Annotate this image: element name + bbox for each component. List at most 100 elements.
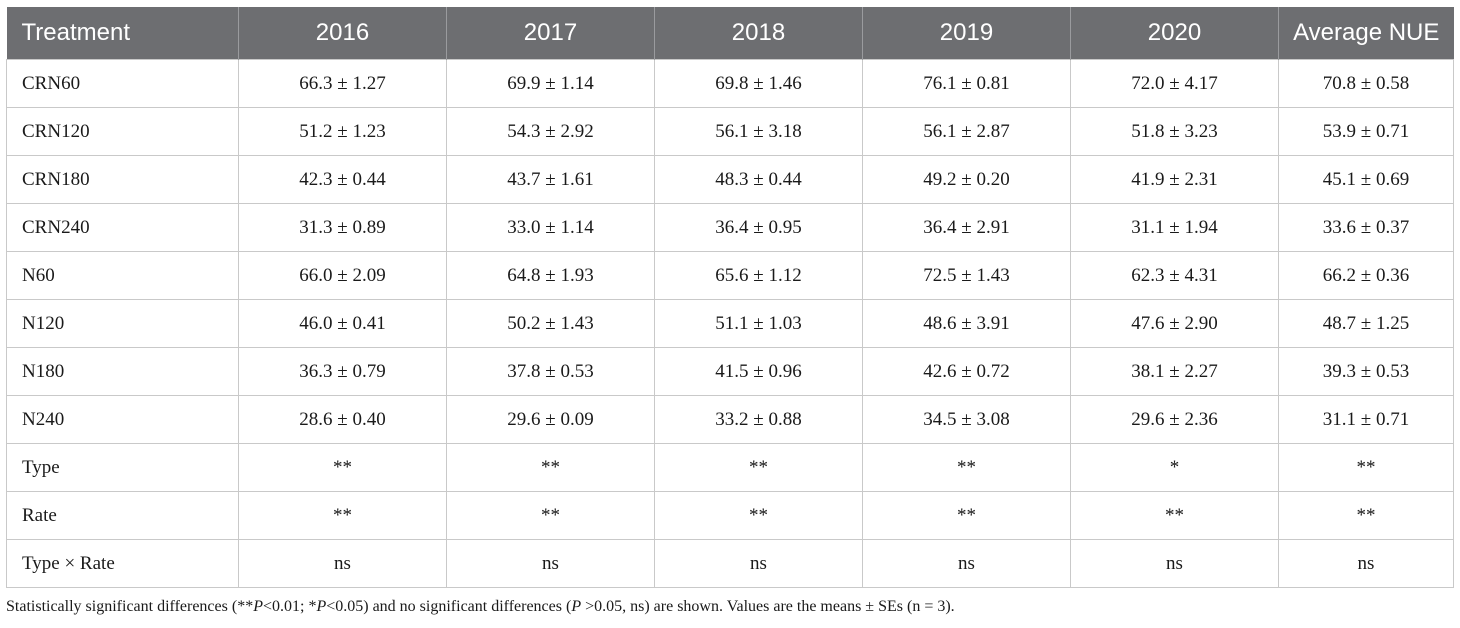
- header-2016: 2016: [238, 7, 447, 60]
- value-cell: **: [238, 443, 447, 492]
- value-cell: 43.7 ± 1.61: [446, 155, 655, 204]
- value-cell: 76.1 ± 0.81: [862, 59, 1071, 108]
- header-2019: 2019: [862, 7, 1071, 60]
- table-footnote: Statistically significant differences (*…: [6, 598, 955, 616]
- value-cell: 49.2 ± 0.20: [862, 155, 1071, 204]
- value-cell: ns: [238, 539, 447, 588]
- value-cell: 48.3 ± 0.44: [654, 155, 863, 204]
- value-cell: 53.9 ± 0.71: [1278, 107, 1454, 156]
- footnote-p-3: P: [571, 598, 582, 615]
- value-cell: 29.6 ± 2.36: [1070, 395, 1279, 444]
- value-cell: 42.6 ± 0.72: [862, 347, 1071, 396]
- value-cell: ns: [862, 539, 1071, 588]
- value-cell: 56.1 ± 2.87: [862, 107, 1071, 156]
- table-row: CRN60 66.3 ± 1.27 69.9 ± 1.14 69.8 ± 1.46 76…: [6, 59, 1454, 108]
- value-cell: **: [862, 491, 1071, 540]
- footnote-text-4: >0.05, ns) are shown. Values are the mea…: [581, 598, 955, 615]
- value-cell: ns: [1278, 539, 1454, 588]
- row-label-cell: CRN60: [6, 59, 239, 108]
- value-cell: 33.6 ± 0.37: [1278, 203, 1454, 252]
- value-cell: **: [446, 491, 655, 540]
- table-row: CRN180 42.3 ± 0.44 43.7 ± 1.61 48.3 ± 0.44 4…: [6, 155, 1454, 204]
- value-cell: 33.2 ± 0.88: [654, 395, 863, 444]
- header-average-nue: Average NUE: [1278, 7, 1454, 60]
- table-row: N120 46.0 ± 0.41 50.2 ± 1.43 51.1 ± 1.03 48.…: [6, 299, 1454, 348]
- footnote-text-2: <0.01; *: [262, 598, 317, 615]
- value-cell: 69.9 ± 1.14: [446, 59, 655, 108]
- row-label-cell: N240: [6, 395, 239, 444]
- table-row: N60 66.0 ± 2.09 64.8 ± 1.93 65.6 ± 1.12 72.5…: [6, 251, 1454, 300]
- table-header: Treatment 2016 2017 2018 2019 2020 Avera…: [6, 7, 1454, 60]
- value-cell: 28.6 ± 0.40: [238, 395, 447, 444]
- row-label-cell: Type: [6, 443, 239, 492]
- table-row: Rate ** ** ** ** ** **: [6, 491, 1454, 540]
- value-cell: 33.0 ± 1.14: [446, 203, 655, 252]
- value-cell: 42.3 ± 0.44: [238, 155, 447, 204]
- value-cell: 36.4 ± 2.91: [862, 203, 1071, 252]
- value-cell: 56.1 ± 3.18: [654, 107, 863, 156]
- header-2018: 2018: [654, 7, 863, 60]
- value-cell: 36.4 ± 0.95: [654, 203, 863, 252]
- value-cell: 47.6 ± 2.90: [1070, 299, 1279, 348]
- value-cell: 31.1 ± 0.71: [1278, 395, 1454, 444]
- value-cell: 41.9 ± 2.31: [1070, 155, 1279, 204]
- value-cell: 64.8 ± 1.93: [446, 251, 655, 300]
- row-label-cell: CRN180: [6, 155, 239, 204]
- row-label-cell: N120: [6, 299, 239, 348]
- value-cell: 31.1 ± 1.94: [1070, 203, 1279, 252]
- header-2017: 2017: [446, 7, 655, 60]
- footnote-text-1: Statistically significant differences (*…: [6, 598, 254, 615]
- value-cell: 48.6 ± 3.91: [862, 299, 1071, 348]
- footnote-text-3: <0.05) and no significant differences (: [326, 598, 572, 615]
- value-cell: **: [446, 443, 655, 492]
- value-cell: 51.8 ± 3.23: [1070, 107, 1279, 156]
- value-cell: **: [654, 443, 863, 492]
- value-cell: 54.3 ± 2.92: [446, 107, 655, 156]
- value-cell: ns: [654, 539, 863, 588]
- value-cell: ns: [446, 539, 655, 588]
- value-cell: **: [1278, 491, 1454, 540]
- row-label-cell: N180: [6, 347, 239, 396]
- header-2020: 2020: [1070, 7, 1279, 60]
- value-cell: 46.0 ± 0.41: [238, 299, 447, 348]
- table-row: CRN120 51.2 ± 1.23 54.3 ± 2.92 56.1 ± 3.18 5…: [6, 107, 1454, 156]
- value-cell: 62.3 ± 4.31: [1070, 251, 1279, 300]
- value-cell: 72.0 ± 4.17: [1070, 59, 1279, 108]
- value-cell: 45.1 ± 0.69: [1278, 155, 1454, 204]
- value-cell: **: [1278, 443, 1454, 492]
- value-cell: 66.0 ± 2.09: [238, 251, 447, 300]
- row-label-cell: Type × Rate: [6, 539, 239, 588]
- value-cell: 36.3 ± 0.79: [238, 347, 447, 396]
- row-label-cell: CRN240: [6, 203, 239, 252]
- value-cell: 51.2 ± 1.23: [238, 107, 447, 156]
- nue-table: Treatment 2016 2017 2018 2019 2020 Avera…: [6, 7, 1454, 588]
- value-cell: 69.8 ± 1.46: [654, 59, 863, 108]
- table-row: Type × Rate ns ns ns ns ns ns: [6, 539, 1454, 588]
- value-cell: 31.3 ± 0.89: [238, 203, 447, 252]
- footnote-p-1: P: [253, 598, 263, 615]
- value-cell: 39.3 ± 0.53: [1278, 347, 1454, 396]
- value-cell: 65.6 ± 1.12: [654, 251, 863, 300]
- header-treatment: Treatment: [6, 7, 239, 60]
- row-label-cell: CRN120: [6, 107, 239, 156]
- nue-table-container: Treatment 2016 2017 2018 2019 2020 Avera…: [6, 7, 1454, 588]
- footnote-p-2: P: [316, 598, 327, 615]
- value-cell: 48.7 ± 1.25: [1278, 299, 1454, 348]
- value-cell: 66.3 ± 1.27: [238, 59, 447, 108]
- table-row: Type ** ** ** ** * **: [6, 443, 1454, 492]
- value-cell: 66.2 ± 0.36: [1278, 251, 1454, 300]
- table-row: N180 36.3 ± 0.79 37.8 ± 0.53 41.5 ± 0.96 42.…: [6, 347, 1454, 396]
- table-row: CRN240 31.3 ± 0.89 33.0 ± 1.14 36.4 ± 0.95 3…: [6, 203, 1454, 252]
- row-label-cell: N60: [6, 251, 239, 300]
- value-cell: 51.1 ± 1.03: [654, 299, 863, 348]
- value-cell: **: [654, 491, 863, 540]
- value-cell: 50.2 ± 1.43: [446, 299, 655, 348]
- value-cell: 29.6 ± 0.09: [446, 395, 655, 444]
- value-cell: 72.5 ± 1.43: [862, 251, 1071, 300]
- table-row: N240 28.6 ± 0.40 29.6 ± 0.09 33.2 ± 0.88 34.…: [6, 395, 1454, 444]
- value-cell: ns: [1070, 539, 1279, 588]
- value-cell: 41.5 ± 0.96: [654, 347, 863, 396]
- value-cell: **: [1070, 491, 1279, 540]
- value-cell: 38.1 ± 2.27: [1070, 347, 1279, 396]
- value-cell: **: [862, 443, 1071, 492]
